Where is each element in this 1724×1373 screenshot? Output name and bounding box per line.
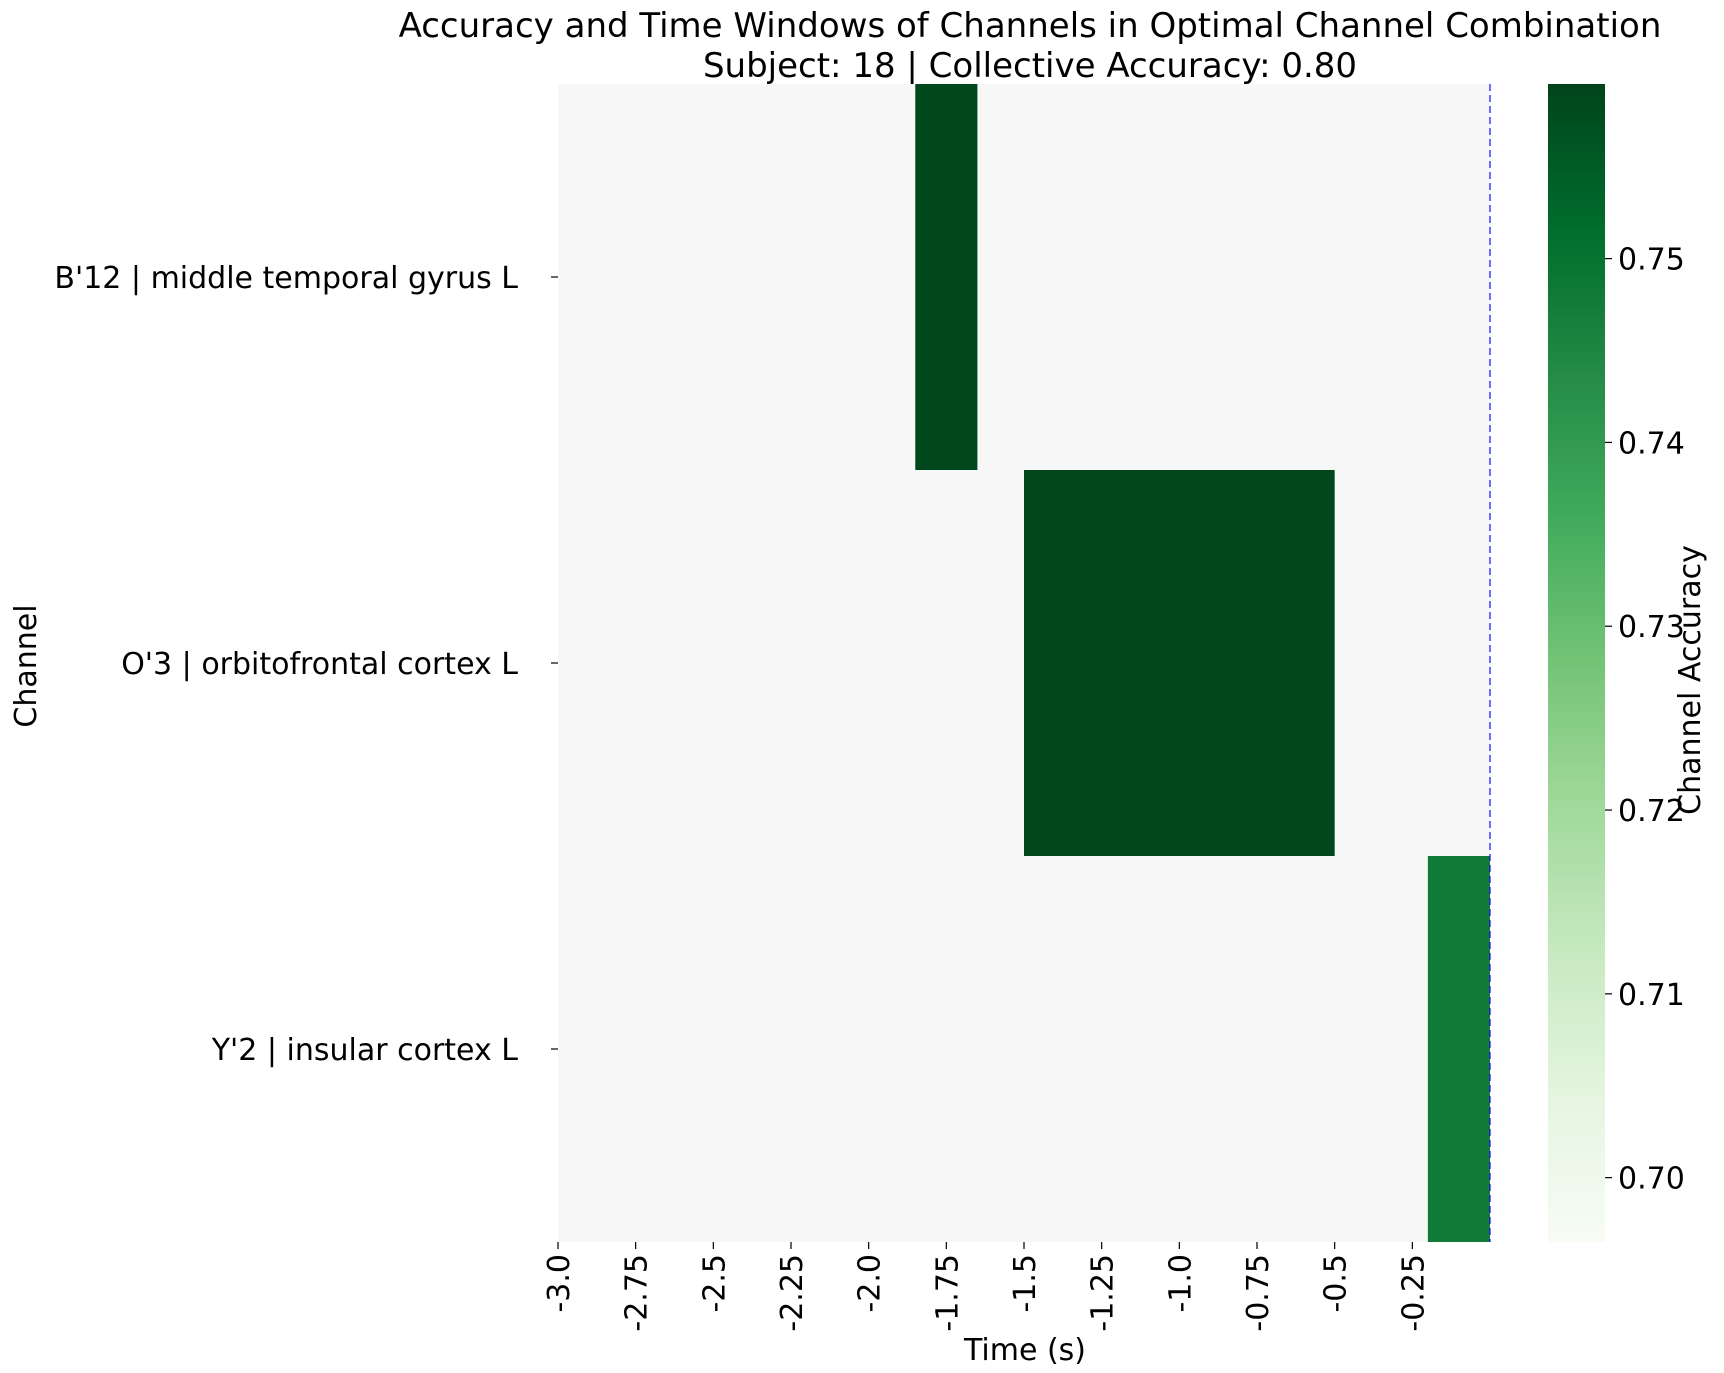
x-tick-label: -2.75 bbox=[620, 1254, 655, 1332]
x-tick-label: -0.75 bbox=[1241, 1254, 1276, 1332]
y-axis-label: Channel bbox=[9, 604, 44, 727]
colorbar-tick-label: 0.70 bbox=[1618, 1162, 1685, 1197]
y-tick-label: B'12 | middle temporal gyrus L bbox=[54, 261, 518, 296]
colorbar-gradient bbox=[1548, 84, 1605, 1242]
x-axis: -3.0 -2.75 -2.5 -2.25 -2.0 -1.75 -1.5 -1.25 -1.0… bbox=[542, 1242, 1431, 1332]
x-tick-label: -2.5 bbox=[697, 1254, 732, 1313]
colorbar-tick-label: 0.72 bbox=[1618, 794, 1685, 829]
time-window-1 bbox=[915, 84, 978, 470]
colorbar-tick-label: 0.74 bbox=[1618, 426, 1685, 461]
colorbar-label: Channel Accuracy bbox=[1673, 545, 1708, 815]
x-tick-label: -2.0 bbox=[853, 1254, 888, 1313]
colorbar-tick-label: 0.73 bbox=[1618, 610, 1685, 645]
time-window-2 bbox=[1024, 470, 1335, 856]
colorbar-ticks: 0.70 0.71 0.72 0.73 0.74 0.75 bbox=[1605, 243, 1685, 1197]
x-tick-label: -1.75 bbox=[930, 1254, 965, 1332]
time-window-3 bbox=[1427, 856, 1490, 1242]
y-tick-label: O'3 | orbitofrontal cortex L bbox=[121, 647, 518, 682]
time-windows bbox=[915, 84, 1490, 1242]
x-axis-label: Time (s) bbox=[963, 1333, 1086, 1368]
chart-subtitle: Subject: 18 | Collective Accuracy: 0.80 bbox=[703, 46, 1357, 86]
colorbar-tick-label: 0.71 bbox=[1618, 978, 1685, 1013]
x-tick-label: -1.25 bbox=[1086, 1254, 1121, 1332]
colorbar: 0.70 0.71 0.72 0.73 0.74 0.75 Channel Accurac… bbox=[1548, 84, 1708, 1242]
y-axis: B'12 | middle temporal gyrus L O'3 | orbi… bbox=[54, 261, 558, 1068]
x-tick-label: -3.0 bbox=[542, 1254, 577, 1313]
x-tick-label: -0.5 bbox=[1319, 1254, 1354, 1313]
x-tick-label: -1.0 bbox=[1163, 1254, 1198, 1313]
x-tick-label: -2.25 bbox=[775, 1254, 810, 1332]
x-tick-label: -1.5 bbox=[1008, 1254, 1043, 1313]
chart-title: Accuracy and Time Windows of Channels in… bbox=[399, 6, 1662, 46]
colorbar-tick-label: 0.75 bbox=[1618, 243, 1685, 278]
y-tick-label: Y'2 | insular cortex L bbox=[211, 1033, 519, 1068]
plot-area bbox=[558, 84, 1491, 1242]
x-tick-label: -0.25 bbox=[1396, 1254, 1431, 1332]
